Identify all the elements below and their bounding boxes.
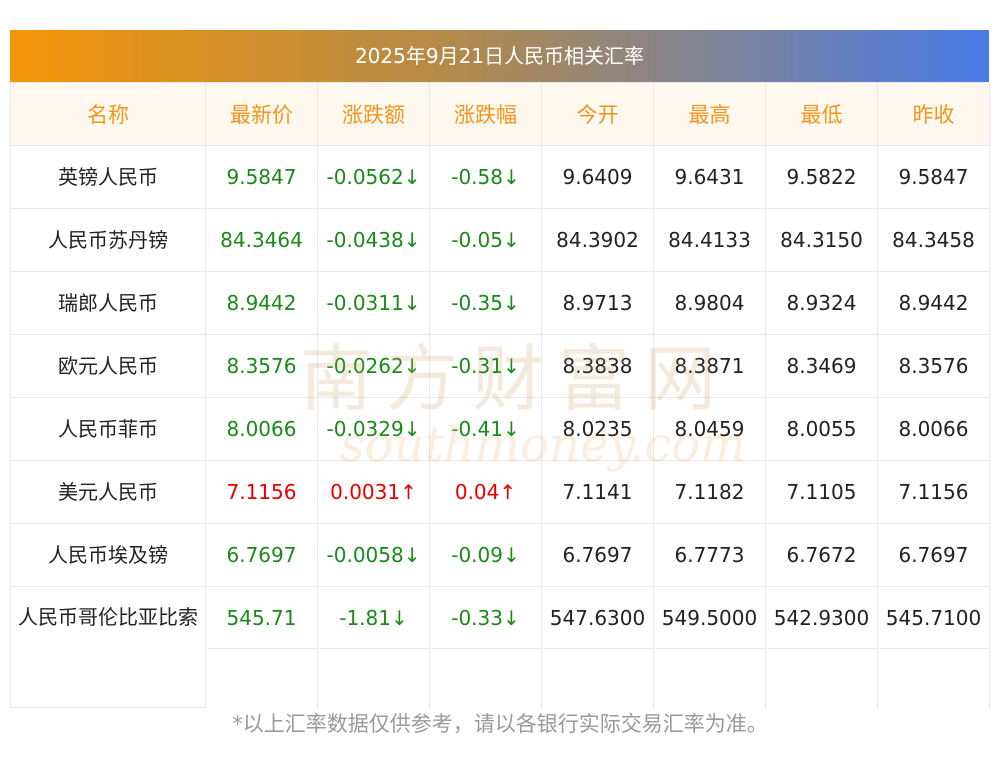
cell-value: -0.33↓ xyxy=(431,588,540,649)
cell-open: 84.3902 xyxy=(541,208,654,272)
cell-name: 人民币哥伦比亚比索 xyxy=(10,586,206,708)
cell-high: 8.0459 xyxy=(653,397,766,461)
cell-high: 84.4133 xyxy=(653,208,766,272)
cell-change: -0.0262↓ xyxy=(317,334,430,398)
cell-pct: -0.58↓ xyxy=(429,145,542,209)
cell-change: -1.81↓ xyxy=(317,586,430,708)
cell-latest: 8.0066 xyxy=(205,397,318,461)
cell-prev: 7.1156 xyxy=(877,460,990,524)
cell-latest: 9.5847 xyxy=(205,145,318,209)
cell-low: 6.7672 xyxy=(765,523,878,587)
col-header-low: 最低 xyxy=(765,82,878,146)
col-header-change: 涨跌额 xyxy=(317,82,430,146)
cell-low: 8.0055 xyxy=(765,397,878,461)
cell-open: 7.1141 xyxy=(541,460,654,524)
cell-pct: -0.41↓ xyxy=(429,397,542,461)
table-row: 英镑人民币 9.5847 -0.0562↓ -0.58↓ 9.6409 9.6431 9.5… xyxy=(10,145,990,209)
cell-low: 7.1105 xyxy=(765,460,878,524)
cell-name: 欧元人民币 xyxy=(10,334,206,398)
cell-pct: 0.04↑ xyxy=(429,460,542,524)
cell-name: 瑞郎人民币 xyxy=(10,271,206,335)
cell-change: -0.0562↓ xyxy=(317,145,430,209)
cell-prev: 8.9442 xyxy=(877,271,990,335)
cell-prev: 8.0066 xyxy=(877,397,990,461)
col-header-high: 最高 xyxy=(653,82,766,146)
cell-change: -0.0311↓ xyxy=(317,271,430,335)
cell-high: 7.1182 xyxy=(653,460,766,524)
table-row: 瑞郎人民币 8.9442 -0.0311↓ -0.35↓ 8.9713 8.9804 8.9… xyxy=(10,271,990,335)
cell-prev: 545.7100 xyxy=(877,586,990,708)
cell-open: 8.9713 xyxy=(541,271,654,335)
cell-prev: 8.3576 xyxy=(877,334,990,398)
cell-low: 84.3150 xyxy=(765,208,878,272)
col-header-prev: 昨收 xyxy=(877,82,990,146)
cell-name: 人民币埃及镑 xyxy=(10,523,206,587)
cell-change: -0.0058↓ xyxy=(317,523,430,587)
table-row: 人民币埃及镑 6.7697 -0.0058↓ -0.09↓ 6.7697 6.7773 6.… xyxy=(10,523,990,587)
page-title: 2025年9月21日人民币相关汇率 xyxy=(10,30,989,82)
cell-name: 英镑人民币 xyxy=(10,145,206,209)
col-header-pct: 涨跌幅 xyxy=(429,82,542,146)
cell-latest: 84.3464 xyxy=(205,208,318,272)
rate-panel: 2025年9月21日人民币相关汇率 名称 最新价 涨跌额 涨跌幅 今开 最高 最… xyxy=(10,30,990,708)
cell-low: 542.9300 xyxy=(765,586,878,708)
cell-open: 8.3838 xyxy=(541,334,654,398)
cell-name: 人民币苏丹镑 xyxy=(10,208,206,272)
cell-change: -0.0329↓ xyxy=(317,397,430,461)
cell-change: -0.0438↓ xyxy=(317,208,430,272)
cell-high: 549.5000 xyxy=(653,586,766,708)
cell-latest: 7.1156 xyxy=(205,460,318,524)
cell-value: 545.7100 xyxy=(879,588,988,649)
cell-pct: -0.33↓ xyxy=(429,586,542,708)
cell-pct: -0.35↓ xyxy=(429,271,542,335)
cell-pct: -0.31↓ xyxy=(429,334,542,398)
table-row: 人民币哥伦比亚比索 545.71 -1.81↓ -0.33↓ 547.6300 549.5… xyxy=(10,586,990,708)
cell-value: 547.6300 xyxy=(543,588,652,649)
cell-high: 9.6431 xyxy=(653,145,766,209)
cell-low: 8.9324 xyxy=(765,271,878,335)
cell-change: 0.0031↑ xyxy=(317,460,430,524)
cell-prev: 6.7697 xyxy=(877,523,990,587)
cell-prev: 9.5847 xyxy=(877,145,990,209)
table-header-row: 名称 最新价 涨跌额 涨跌幅 今开 最高 最低 昨收 xyxy=(10,82,990,146)
col-header-latest: 最新价 xyxy=(205,82,318,146)
cell-name: 美元人民币 xyxy=(10,460,206,524)
cell-open: 6.7697 xyxy=(541,523,654,587)
cell-value: 542.9300 xyxy=(767,588,876,649)
cell-low: 9.5822 xyxy=(765,145,878,209)
cell-value: -1.81↓ xyxy=(319,588,428,649)
table-row: 美元人民币 7.1156 0.0031↑ 0.04↑ 7.1141 7.1182 7.110… xyxy=(10,460,990,524)
cell-name: 人民币菲币 xyxy=(10,397,206,461)
rates-table: 名称 最新价 涨跌额 涨跌幅 今开 最高 最低 昨收 英镑人民币 9.5847 -0… xyxy=(10,82,990,708)
col-header-name: 名称 xyxy=(10,82,206,146)
cell-high: 8.9804 xyxy=(653,271,766,335)
cell-latest: 8.9442 xyxy=(205,271,318,335)
table-row: 人民币菲币 8.0066 -0.0329↓ -0.41↓ 8.0235 8.0459 8.0… xyxy=(10,397,990,461)
cell-open: 9.6409 xyxy=(541,145,654,209)
cell-pct: -0.09↓ xyxy=(429,523,542,587)
footnote: *以上汇率数据仅供参考，请以各银行实际交易汇率为准。 xyxy=(232,712,768,736)
cell-low: 8.3469 xyxy=(765,334,878,398)
cell-value: 545.71 xyxy=(207,588,316,649)
cell-high: 6.7773 xyxy=(653,523,766,587)
cell-latest: 6.7697 xyxy=(205,523,318,587)
cell-open: 8.0235 xyxy=(541,397,654,461)
cell-latest: 8.3576 xyxy=(205,334,318,398)
table-row: 欧元人民币 8.3576 -0.0262↓ -0.31↓ 8.3838 8.3871 8.3… xyxy=(10,334,990,398)
cell-open: 547.6300 xyxy=(541,586,654,708)
cell-latest: 545.71 xyxy=(205,586,318,708)
table-row: 人民币苏丹镑 84.3464 -0.0438↓ -0.05↓ 84.3902 84.413… xyxy=(10,208,990,272)
col-header-open: 今开 xyxy=(541,82,654,146)
cell-prev: 84.3458 xyxy=(877,208,990,272)
cell-high: 8.3871 xyxy=(653,334,766,398)
cell-pct: -0.05↓ xyxy=(429,208,542,272)
cell-value: 549.5000 xyxy=(655,588,764,649)
